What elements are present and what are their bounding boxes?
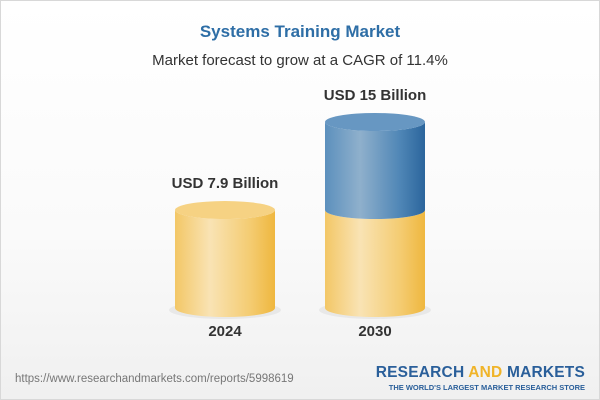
cylinder-base-segment — [175, 210, 275, 317]
logo-text: AND — [468, 364, 503, 381]
category-label: 2030 — [358, 323, 391, 340]
logo-text: RESEARCH — [375, 364, 469, 381]
logo-text: MARKETS — [502, 364, 585, 381]
data-label: USD 7.9 Billion — [172, 175, 279, 192]
chart-subtitle: Market forecast to grow at a CAGR of 11.… — [152, 52, 448, 69]
cylinder-base-segment — [325, 210, 425, 317]
cylinder-top — [325, 113, 425, 131]
cylinder-top — [175, 201, 275, 220]
logo-tagline: THE WORLD'S LARGEST MARKET RESEARCH STOR… — [388, 383, 585, 392]
source-url[interactable]: https://www.researchandmarkets.com/repor… — [15, 373, 294, 385]
chart-title: Systems Training Market — [199, 22, 401, 41]
cylinder-growth-segment — [325, 122, 425, 220]
category-label: 2024 — [208, 323, 242, 340]
data-label: USD 15 Billion — [324, 87, 427, 104]
research-and-markets-logo[interactable]: RESEARCH AND MARKETS THE WORLD'S LARGEST… — [376, 364, 585, 392]
